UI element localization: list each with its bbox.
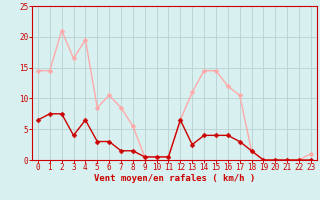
X-axis label: Vent moyen/en rafales ( km/h ): Vent moyen/en rafales ( km/h ) — [94, 174, 255, 183]
